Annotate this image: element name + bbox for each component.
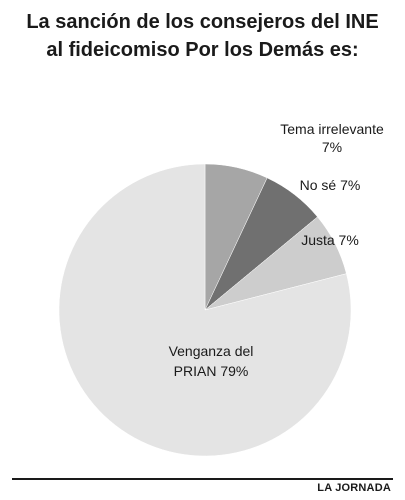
slice-label-line: 7% xyxy=(322,139,342,155)
footer-divider xyxy=(12,478,393,480)
slice-label-line: Tema irrelevante xyxy=(280,121,384,137)
slice-label: No sé 7% xyxy=(300,177,361,193)
pie-chart: Tema irrelevante 7% No sé 7% Justa 7% Vengan… xyxy=(58,121,384,457)
slice-label-line: Venganza del xyxy=(169,343,254,359)
chart-title-line-2: al fideicomiso Por los Demás es: xyxy=(46,39,359,61)
slice-label: Justa 7% xyxy=(301,232,359,248)
pie-slice xyxy=(58,163,352,457)
slice-label-line: PRIAN 79% xyxy=(174,363,249,379)
slice-label: Tema irrelevante 7% xyxy=(280,121,384,155)
slice-label-line: No sé 7% xyxy=(300,177,361,193)
slice-label: Venganza del PRIAN 79% xyxy=(169,343,254,379)
slice-label-line: Justa 7% xyxy=(301,232,359,248)
chart-title: La sanción de los consejeros del INE al … xyxy=(0,8,405,64)
chart-title-line-1: La sanción de los consejeros del INE xyxy=(26,11,379,33)
source-credit: LA JORNADA xyxy=(317,482,391,494)
